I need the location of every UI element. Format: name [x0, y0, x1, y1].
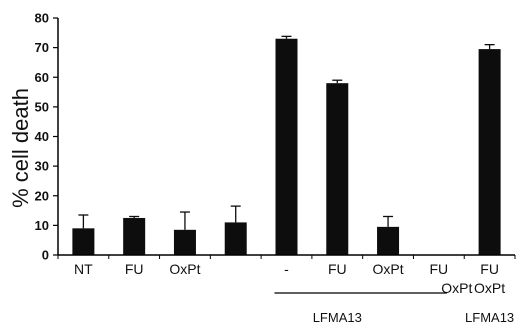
x-category-label: OxPt	[372, 261, 403, 277]
x-category-label: OxPt	[169, 261, 200, 277]
group-label: LFMA13	[313, 310, 362, 325]
y-tick-label: 70	[35, 40, 49, 55]
y-tick-label: 30	[35, 159, 49, 174]
y-tick-label: 20	[35, 188, 49, 203]
bar	[326, 83, 349, 255]
y-tick-label: 0	[42, 248, 49, 263]
bars	[72, 38, 501, 256]
x-category-label: FU	[125, 261, 144, 277]
group-label: LFMA13	[465, 310, 514, 325]
x-category-label: FU	[480, 261, 499, 277]
bar	[224, 222, 247, 255]
bar	[377, 226, 400, 255]
x-category-label: -	[284, 261, 289, 277]
x-category-label: NT	[74, 261, 93, 277]
y-tick-label: 50	[35, 99, 49, 114]
error-bars	[78, 35, 495, 230]
y-axis-label: % cell death	[8, 88, 33, 208]
x-category-label: OxPt	[474, 280, 505, 296]
y-tick-label: 40	[35, 129, 49, 144]
x-category-label: FU	[429, 261, 448, 277]
x-axis-labels: NT FU OxPt - FU OxPt FU OxPt FU OxPt	[57, 255, 516, 296]
x-category-label: OxPt	[441, 280, 472, 296]
x-category-label: FU	[328, 261, 347, 277]
y-axis-ticks: 0 10 20 30 40 50 60 70 80	[35, 11, 58, 263]
y-tick-label: 10	[35, 218, 49, 233]
bar	[123, 217, 146, 255]
bar	[478, 49, 501, 256]
y-tick-label: 80	[35, 11, 49, 26]
y-tick-label: 60	[35, 70, 49, 85]
bar	[72, 228, 95, 255]
bar	[275, 38, 298, 255]
bar	[173, 229, 196, 255]
group-labels: LFMA13 LFMA13	[313, 310, 514, 325]
